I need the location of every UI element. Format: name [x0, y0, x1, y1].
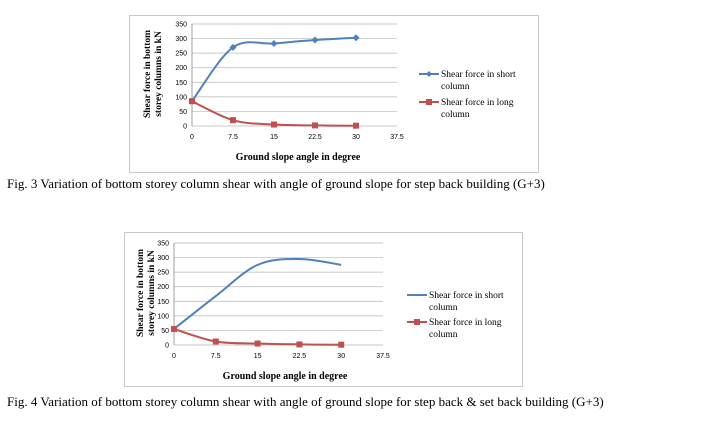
- chart-1-caption: Fig. 3 Variation of bottom storey column…: [7, 176, 545, 191]
- x-tick-label: 37.5: [390, 134, 404, 141]
- y-tick-label: 200: [157, 284, 169, 291]
- series-2-point: [254, 340, 261, 347]
- x-tick-label: 37.5: [376, 353, 390, 360]
- series-2-point: [271, 121, 277, 128]
- legend-2-swatch-marker: [426, 99, 432, 105]
- y-tick-label: 150: [175, 80, 187, 87]
- x-tick-label: 22.5: [293, 353, 307, 360]
- series-2-point: [353, 122, 359, 129]
- series-2-point: [171, 325, 177, 332]
- x-tick-label: 30: [352, 134, 360, 141]
- chart-2-svg: 0 50 100 150 200 250 300 350 0 7.5 15 22.5 30 37.5 Gro…: [136, 241, 504, 383]
- series-1-point: [229, 43, 237, 51]
- series-1-line: [191, 36, 357, 102]
- legend-1-swatch-marker: [426, 71, 432, 77]
- y-axis-title-line: storey columns in kN: [154, 31, 164, 117]
- x-tick-label: 15: [270, 134, 278, 141]
- y-tick-label: 350: [175, 22, 187, 29]
- legend-2-label-line: column: [441, 110, 470, 120]
- y-tick-label: 100: [157, 313, 169, 320]
- x-tick-label: 22.5: [308, 134, 322, 141]
- chart-1-frame: 0 50 100 150 200 250 300 350 0 7.5 15 22.5 30 37.5 Gro…: [129, 15, 539, 173]
- legend-2-label-line: column: [429, 330, 458, 340]
- y-tick-label: 100: [175, 94, 187, 101]
- series-2-point: [338, 341, 345, 348]
- y-tick-label: 150: [157, 299, 169, 306]
- x-axis-title: Ground slope angle in degree: [223, 371, 348, 382]
- x-tick-label: 7.5: [211, 353, 221, 360]
- chart-2-caption: Fig. 4 Variation of bottom storey column…: [7, 394, 604, 409]
- series-2-point: [296, 341, 303, 348]
- legend-1-label-line: Shear force in short: [441, 69, 516, 80]
- x-tick-label: 0: [172, 353, 176, 360]
- y-tick-label: 0: [165, 343, 169, 350]
- x-axis-title: Ground slope angle in degree: [236, 152, 361, 163]
- y-axis-title-line: Shear force in bottom: [143, 30, 153, 118]
- y-tick-label: 300: [157, 255, 169, 262]
- y-axis-title: Shear force in bottom storey columns in k…: [143, 30, 164, 118]
- y-tick-label: 250: [175, 51, 187, 58]
- series-1-point: [311, 36, 319, 44]
- y-tick-label: 50: [161, 328, 169, 335]
- chart-1-svg: 0 50 100 150 200 250 300 350 0 7.5 15 22.5 30 37.5 Gro…: [143, 22, 516, 164]
- y-tick-label: 300: [175, 36, 187, 43]
- legend-1-label-line: column: [441, 82, 470, 92]
- series-2-point: [212, 338, 219, 345]
- x-tick-label: 15: [254, 353, 262, 360]
- y-axis-title-line: storey columns in kN: [147, 250, 157, 336]
- series-1-point: [352, 34, 360, 42]
- series-2-point: [312, 122, 318, 129]
- chart-2-frame: 0 50 100 150 200 250 300 350 0 7.5 15 22.5 30 37.5 Gro…: [124, 232, 523, 387]
- series-2-point: [230, 117, 236, 124]
- series-2-point: [189, 98, 195, 105]
- y-tick-label: 200: [175, 65, 187, 72]
- x-tick-label: 30: [337, 353, 345, 360]
- y-tick-label: 350: [157, 241, 169, 248]
- y-axis-title-line: Shear force in bottom: [136, 249, 146, 337]
- legend-2-swatch-marker: [414, 319, 420, 325]
- legend-2-label-line: Shear force in long: [429, 317, 502, 328]
- series-1-point: [270, 40, 278, 48]
- series-1-line: [173, 258, 342, 330]
- y-tick-label: 0: [183, 124, 187, 131]
- x-tick-label: 7.5: [228, 134, 238, 141]
- y-axis-title: Shear force in bottom storey columns in k…: [136, 249, 157, 337]
- y-tick-label: 50: [179, 109, 187, 116]
- legend-1-label-line: column: [429, 303, 458, 313]
- legend-2-label-line: Shear force in long: [441, 97, 514, 108]
- legend-1-label-line: Shear force in short: [429, 290, 504, 301]
- x-tick-label: 0: [190, 134, 194, 141]
- y-tick-label: 250: [157, 270, 169, 277]
